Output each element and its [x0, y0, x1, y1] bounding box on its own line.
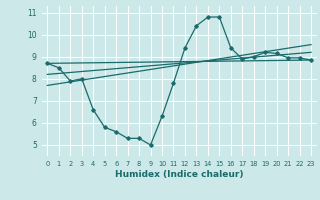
- X-axis label: Humidex (Indice chaleur): Humidex (Indice chaleur): [115, 170, 244, 179]
